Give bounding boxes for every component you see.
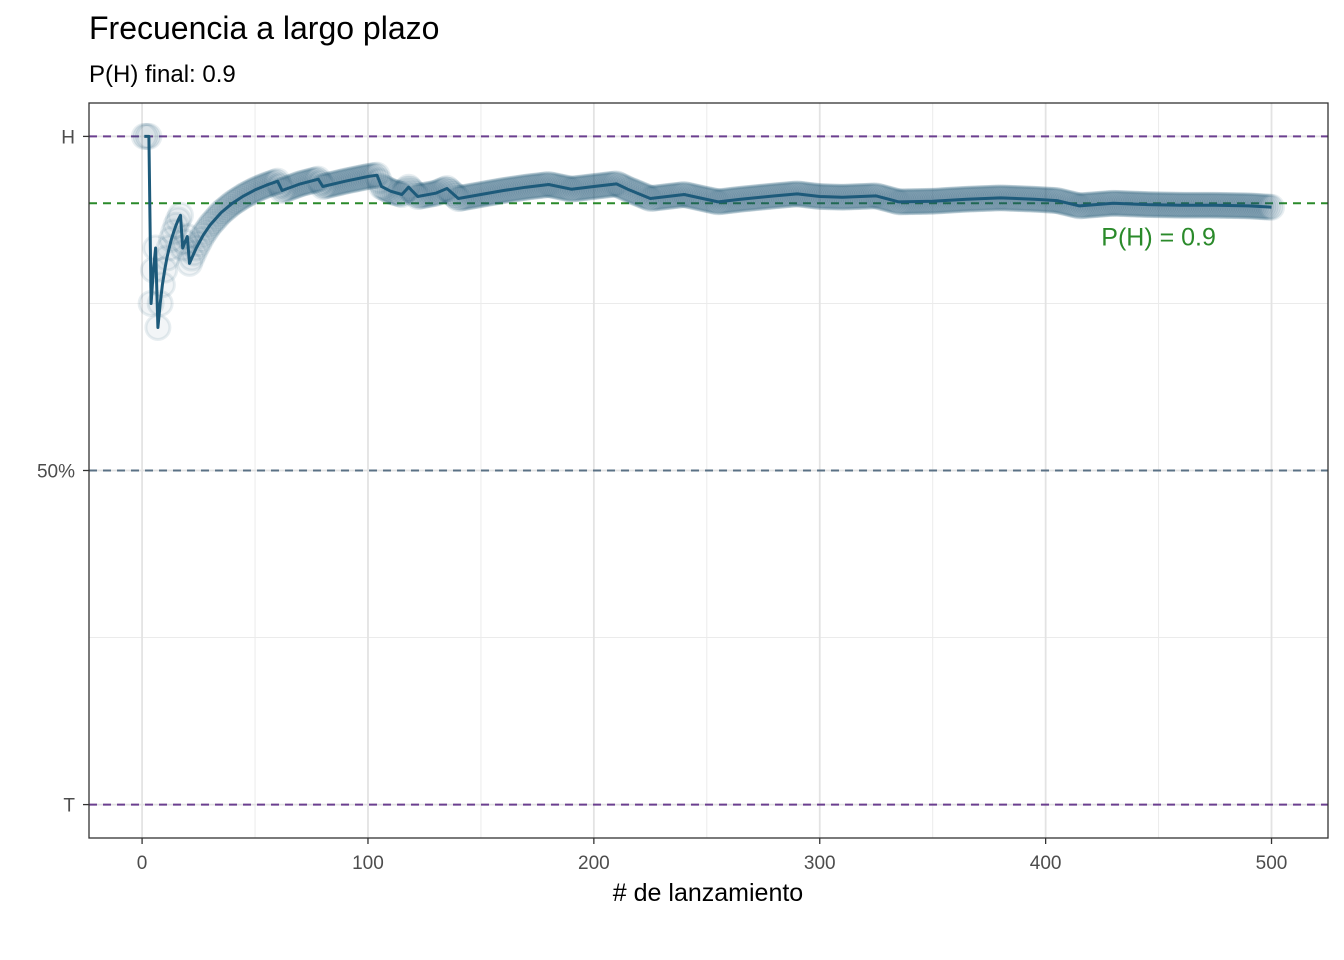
- x-tick-label: 400: [1030, 853, 1062, 874]
- data-line: [144, 134, 1272, 329]
- chart-title: Frecuencia a largo plazo: [89, 10, 439, 46]
- y-tick-label: 50%: [37, 462, 75, 483]
- axis-ticks: 0 100 200 300 400 500 T 50% H: [37, 127, 1287, 874]
- series-line: [144, 134, 1272, 329]
- reference-lines: [89, 135, 1328, 806]
- annotation-label: P(H) = 0.9: [1101, 224, 1216, 252]
- y-tick-label: H: [61, 127, 75, 148]
- x-tick-label: 200: [578, 853, 610, 874]
- x-tick-label: 0: [137, 853, 148, 874]
- x-tick-label: 500: [1256, 853, 1288, 874]
- chart-subtitle: P(H) final: 0.9: [89, 61, 236, 88]
- x-axis-title: # de lanzamiento: [613, 879, 803, 907]
- x-tick-label: 100: [352, 853, 384, 874]
- y-tick-label: T: [63, 796, 75, 817]
- x-tick-label: 300: [804, 853, 836, 874]
